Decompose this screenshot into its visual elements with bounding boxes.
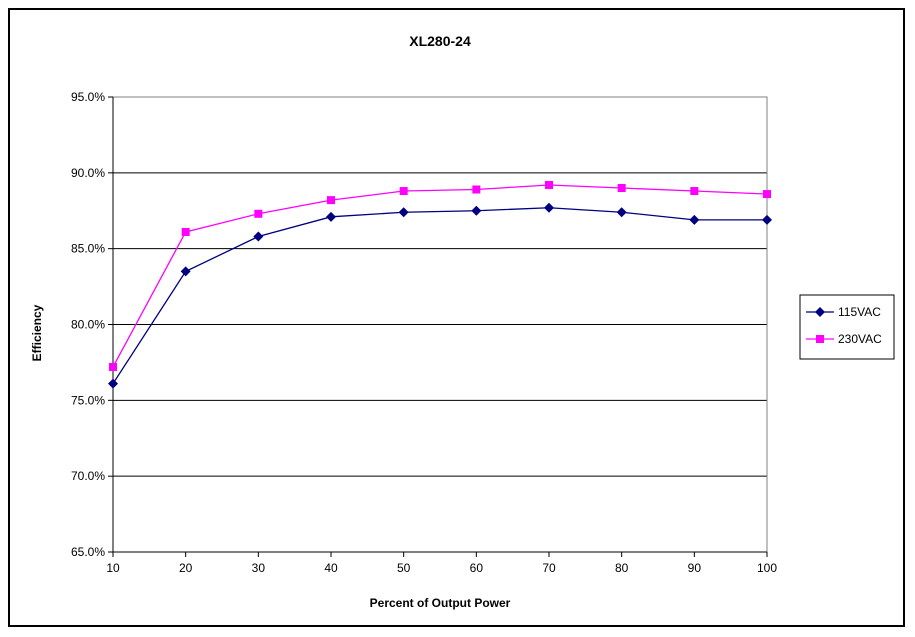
legend-marker-115vac xyxy=(815,307,825,317)
series-line-230vac xyxy=(112,184,768,368)
data-point-230vac xyxy=(327,196,335,205)
y-tick-label: 70.0% xyxy=(71,469,105,483)
data-point-230vac xyxy=(109,362,117,371)
data-point-230vac xyxy=(763,190,771,199)
data-point-115vac xyxy=(762,214,772,225)
x-tick-label: 90 xyxy=(688,561,702,575)
grid-lines xyxy=(113,96,767,477)
x-tick-labels: 10 20 30 40 50 60 70 80 90 100 xyxy=(106,552,777,575)
legend-label-115vac: 115VAC xyxy=(838,305,881,319)
data-point-230vac xyxy=(690,187,699,196)
data-point-115vac xyxy=(108,378,118,389)
y-tick-label: 75.0% xyxy=(71,393,105,407)
data-point-115vac xyxy=(616,207,627,218)
x-axis-title: Percent of Output Power xyxy=(370,596,511,610)
data-point-230vac xyxy=(254,209,263,218)
data-point-115vac xyxy=(689,214,700,225)
x-tick-label: 20 xyxy=(179,561,193,575)
data-point-115vac xyxy=(471,205,482,216)
data-point-230vac xyxy=(545,180,553,189)
y-tick-label: 85.0% xyxy=(71,242,105,256)
data-point-230vac xyxy=(617,184,626,192)
x-tick-label: 30 xyxy=(252,561,266,575)
chart-frame: XL280-24 65.0% 70.0% 75.0% 80.0% 85.0% 90.0% 9… xyxy=(8,8,905,627)
legend-box xyxy=(799,294,895,360)
series-115vac xyxy=(108,202,772,389)
y-axis-title: Efficiency xyxy=(30,304,44,361)
legend-label-230vac: 230VAC xyxy=(838,332,882,346)
data-point-230vac xyxy=(181,227,190,236)
series-layer xyxy=(108,180,772,389)
efficiency-chart: XL280-24 65.0% 70.0% 75.0% 80.0% 85.0% 90.0% 9… xyxy=(30,33,895,610)
y-tick-label: 90.0% xyxy=(71,166,105,180)
series-line-115vac xyxy=(112,207,767,385)
series-230vac xyxy=(109,180,771,371)
x-tick-label: 60 xyxy=(470,561,484,575)
y-tick-labels: 65.0% 70.0% 75.0% 80.0% 85.0% 90.0% 95.0% xyxy=(71,90,113,559)
x-tick-label: 50 xyxy=(397,561,411,575)
y-tick-label: 95.0% xyxy=(71,90,105,104)
data-point-115vac xyxy=(544,202,554,213)
data-point-115vac xyxy=(326,211,336,222)
data-point-115vac xyxy=(180,266,191,277)
chart-title: XL280-24 xyxy=(409,33,471,49)
legend-marker-230vac xyxy=(816,335,824,343)
x-tick-label: 70 xyxy=(542,561,556,575)
legend: 115VAC 230VAC xyxy=(799,294,895,360)
data-point-230vac xyxy=(399,187,408,196)
data-point-115vac xyxy=(398,207,409,218)
data-point-115vac xyxy=(253,231,264,242)
x-tick-label: 80 xyxy=(615,561,629,575)
x-tick-label: 10 xyxy=(106,561,120,575)
y-tick-label: 80.0% xyxy=(71,318,105,332)
x-tick-label: 100 xyxy=(757,561,777,575)
data-point-230vac xyxy=(472,185,481,194)
x-tick-label: 40 xyxy=(324,561,338,575)
y-tick-label: 65.0% xyxy=(71,545,105,559)
